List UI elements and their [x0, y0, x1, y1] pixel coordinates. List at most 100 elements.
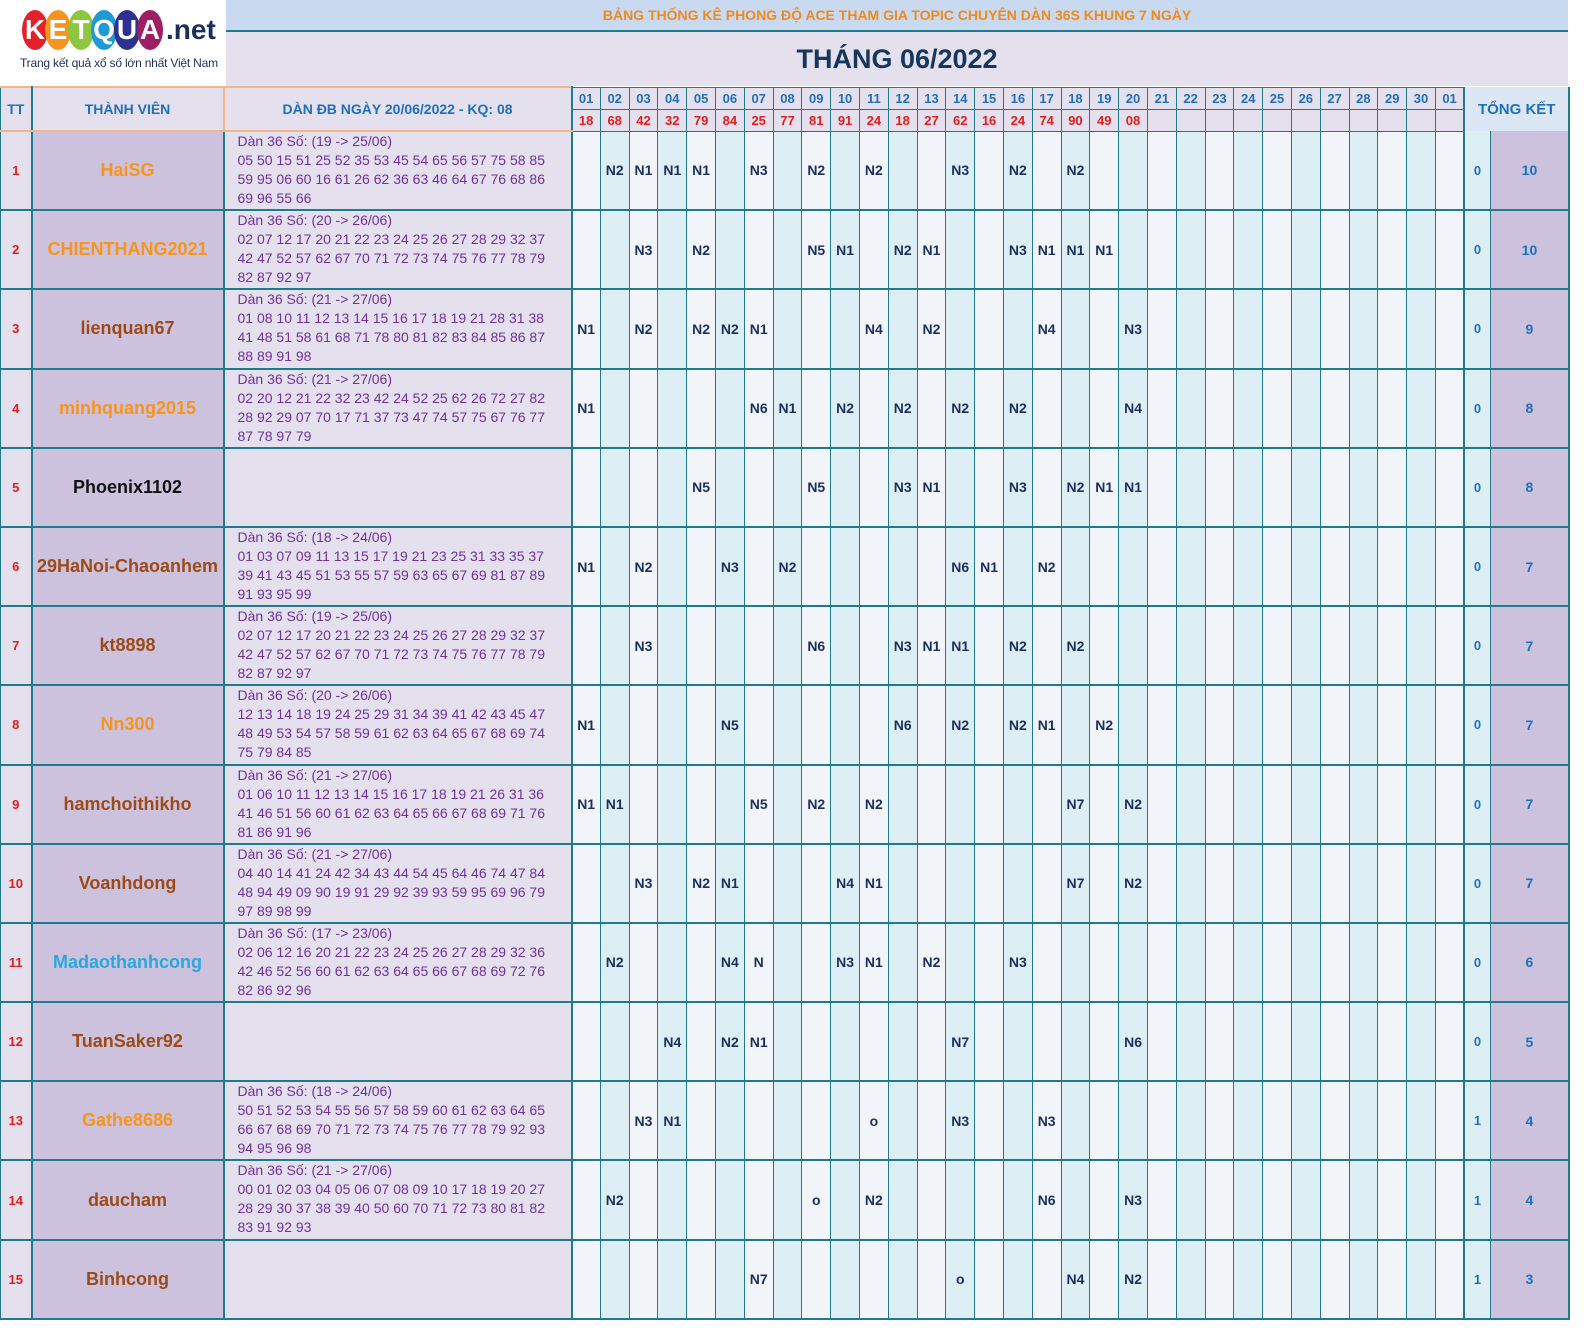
day-cell: [1204, 447, 1235, 528]
day-cell: [1262, 1080, 1292, 1162]
day-cell: [599, 368, 630, 449]
day-cell: [686, 763, 716, 845]
day-cell: [1377, 763, 1408, 845]
day-cell: [1146, 843, 1177, 924]
day-cell: [1175, 922, 1206, 1004]
day-cell: N3: [945, 130, 976, 212]
dan-numbers[interactable]: Dàn 36 Số: (21 -> 27/06) 04 40 14 41 24 4…: [223, 843, 573, 924]
dan-line: 41 46 51 56 60 61 62 63 64 65 66 67 68 6…: [237, 804, 546, 821]
day-cell: [657, 368, 688, 449]
day-cell: [974, 1080, 1004, 1162]
dan-line: Dàn 36 Số: (18 -> 24/06): [237, 1083, 393, 1100]
day-cell: [974, 1239, 1004, 1320]
dan-numbers[interactable]: Dàn 36 Số: (20 -> 26/06) 12 13 14 18 19 2…: [223, 685, 573, 766]
dan-numbers[interactable]: Dàn 36 Số: (18 -> 24/06) 01 03 07 09 11 1…: [223, 526, 573, 608]
dan-numbers[interactable]: [223, 1239, 573, 1320]
day-cell: N4: [1118, 368, 1148, 449]
stats-table: TT THÀNH VIÊN DÀN ĐB NGÀY 20/06/2022 - KQ:…: [0, 86, 1571, 1320]
dan-numbers[interactable]: Dàn 36 Số: (21 -> 27/06) 01 08 10 11 12 1…: [223, 289, 573, 370]
dan-numbers[interactable]: Dàn 36 Số: (18 -> 24/06) 50 51 52 53 54 5…: [223, 1081, 573, 1162]
day-cell: [1031, 368, 1062, 449]
day-cell: [1290, 763, 1321, 845]
day-cell: N1: [1118, 447, 1148, 528]
day-result: 18: [571, 108, 601, 132]
day-cell: [1089, 605, 1120, 687]
logo-letter: U: [114, 10, 140, 50]
day-cell: N1: [599, 763, 630, 845]
day-cell: N5: [743, 763, 774, 845]
day-cell: N2: [1002, 368, 1033, 449]
dan-line: Dàn 36 Số: (21 -> 27/06): [237, 1162, 393, 1179]
day-cell: [628, 1159, 659, 1241]
day-cell: [657, 763, 688, 845]
day-cell: [1377, 526, 1408, 608]
day-cell: [1118, 1080, 1148, 1162]
day-cell: [1434, 1080, 1465, 1162]
dan-line: 66 67 68 69 70 71 72 73 74 75 76 77 78 7…: [237, 1121, 546, 1138]
dan-numbers[interactable]: Dàn 36 Số: (19 -> 25/06) 05 50 15 51 25 5…: [223, 131, 573, 212]
day-header: 14: [945, 86, 976, 109]
dan-numbers[interactable]: Dàn 36 Số: (20 -> 26/06) 02 07 12 17 20 2…: [223, 210, 573, 291]
day-cell: [1406, 1239, 1436, 1320]
day-cell: [1348, 1080, 1379, 1162]
dan-numbers[interactable]: [223, 1002, 573, 1083]
day-cell: [772, 288, 803, 370]
day-cell: N1: [657, 130, 688, 212]
day-cell: N2: [858, 1159, 889, 1241]
day-cell: [1348, 447, 1379, 528]
day-cell: N2: [1118, 1239, 1148, 1320]
row-number: 6: [0, 526, 33, 608]
site-logo[interactable]: K E T QUA .net Trang kết quả xổ số lớn nhất …: [0, 0, 226, 86]
day-header: 01: [1434, 86, 1465, 109]
total-score: 8: [1490, 368, 1571, 449]
day-cell: [1434, 447, 1465, 528]
day-cell: [1031, 447, 1062, 528]
day-header: 22: [1175, 86, 1206, 109]
dan-numbers[interactable]: Dàn 36 Số: (21 -> 27/06) 00 01 02 03 04 0…: [223, 1160, 573, 1241]
day-cell: [1175, 1239, 1206, 1320]
day-result: 18: [887, 108, 918, 132]
row-number: 14: [0, 1160, 33, 1241]
table-row: 15 Binhcong N7 o N4 N2 1 3: [0, 1239, 1571, 1320]
day-cell: [974, 1159, 1004, 1241]
total-header: TỔNG KẾT: [1463, 87, 1571, 131]
day-result: 16: [974, 108, 1004, 132]
dan-numbers[interactable]: Dàn 36 Số: (19 -> 25/06) 02 07 12 17 20 2…: [223, 606, 573, 687]
dan-numbers[interactable]: Dàn 36 Số: (21 -> 27/06) 01 06 10 11 12 1…: [223, 764, 573, 845]
day-result: [1348, 108, 1379, 132]
day-cell: [1377, 1239, 1408, 1320]
dan-line: Dàn 36 Số: (20 -> 26/06): [237, 212, 393, 229]
day-header: 13: [916, 86, 947, 109]
day-cell: [1002, 843, 1033, 924]
day-cell: [1089, 1239, 1120, 1320]
day-cell: [1146, 1239, 1177, 1320]
day-cell: [1204, 526, 1235, 608]
dan-numbers[interactable]: [223, 447, 573, 528]
day-cell: [714, 1080, 745, 1162]
day-cell: [1060, 526, 1091, 608]
table-row: 8 Nn300 Dàn 36 Số: (20 -> 26/06) 12 13 14 1…: [0, 684, 1571, 766]
day-cell: [801, 1080, 832, 1162]
dan-numbers[interactable]: Dàn 36 Số: (17 -> 23/06) 02 06 12 16 20 2…: [223, 922, 573, 1004]
member-name: lienquan67: [31, 289, 225, 370]
dan-numbers[interactable]: Dàn 36 Số: (21 -> 27/06) 02 20 12 21 22 3…: [223, 368, 573, 449]
day-cell: [571, 1080, 601, 1162]
day-result: 68: [599, 108, 630, 132]
day-cell: N2: [714, 288, 745, 370]
day-cell: N4: [714, 922, 745, 1004]
total-hits: 0: [1463, 131, 1491, 212]
day-header: 08: [772, 86, 803, 109]
day-cell: [657, 447, 688, 528]
day-cell: [1434, 1159, 1465, 1241]
day-header: 10: [830, 86, 860, 109]
day-header: 30: [1406, 86, 1436, 109]
day-cell: N1: [743, 288, 774, 370]
total-hits: 0: [1463, 606, 1491, 687]
day-cell: [1319, 684, 1350, 766]
day-cell: [1319, 447, 1350, 528]
day-cell: [743, 1159, 774, 1241]
day-cell: [686, 1001, 716, 1083]
day-cell: [1290, 684, 1321, 766]
row-number: 4: [0, 368, 33, 449]
day-cell: [571, 922, 601, 1004]
